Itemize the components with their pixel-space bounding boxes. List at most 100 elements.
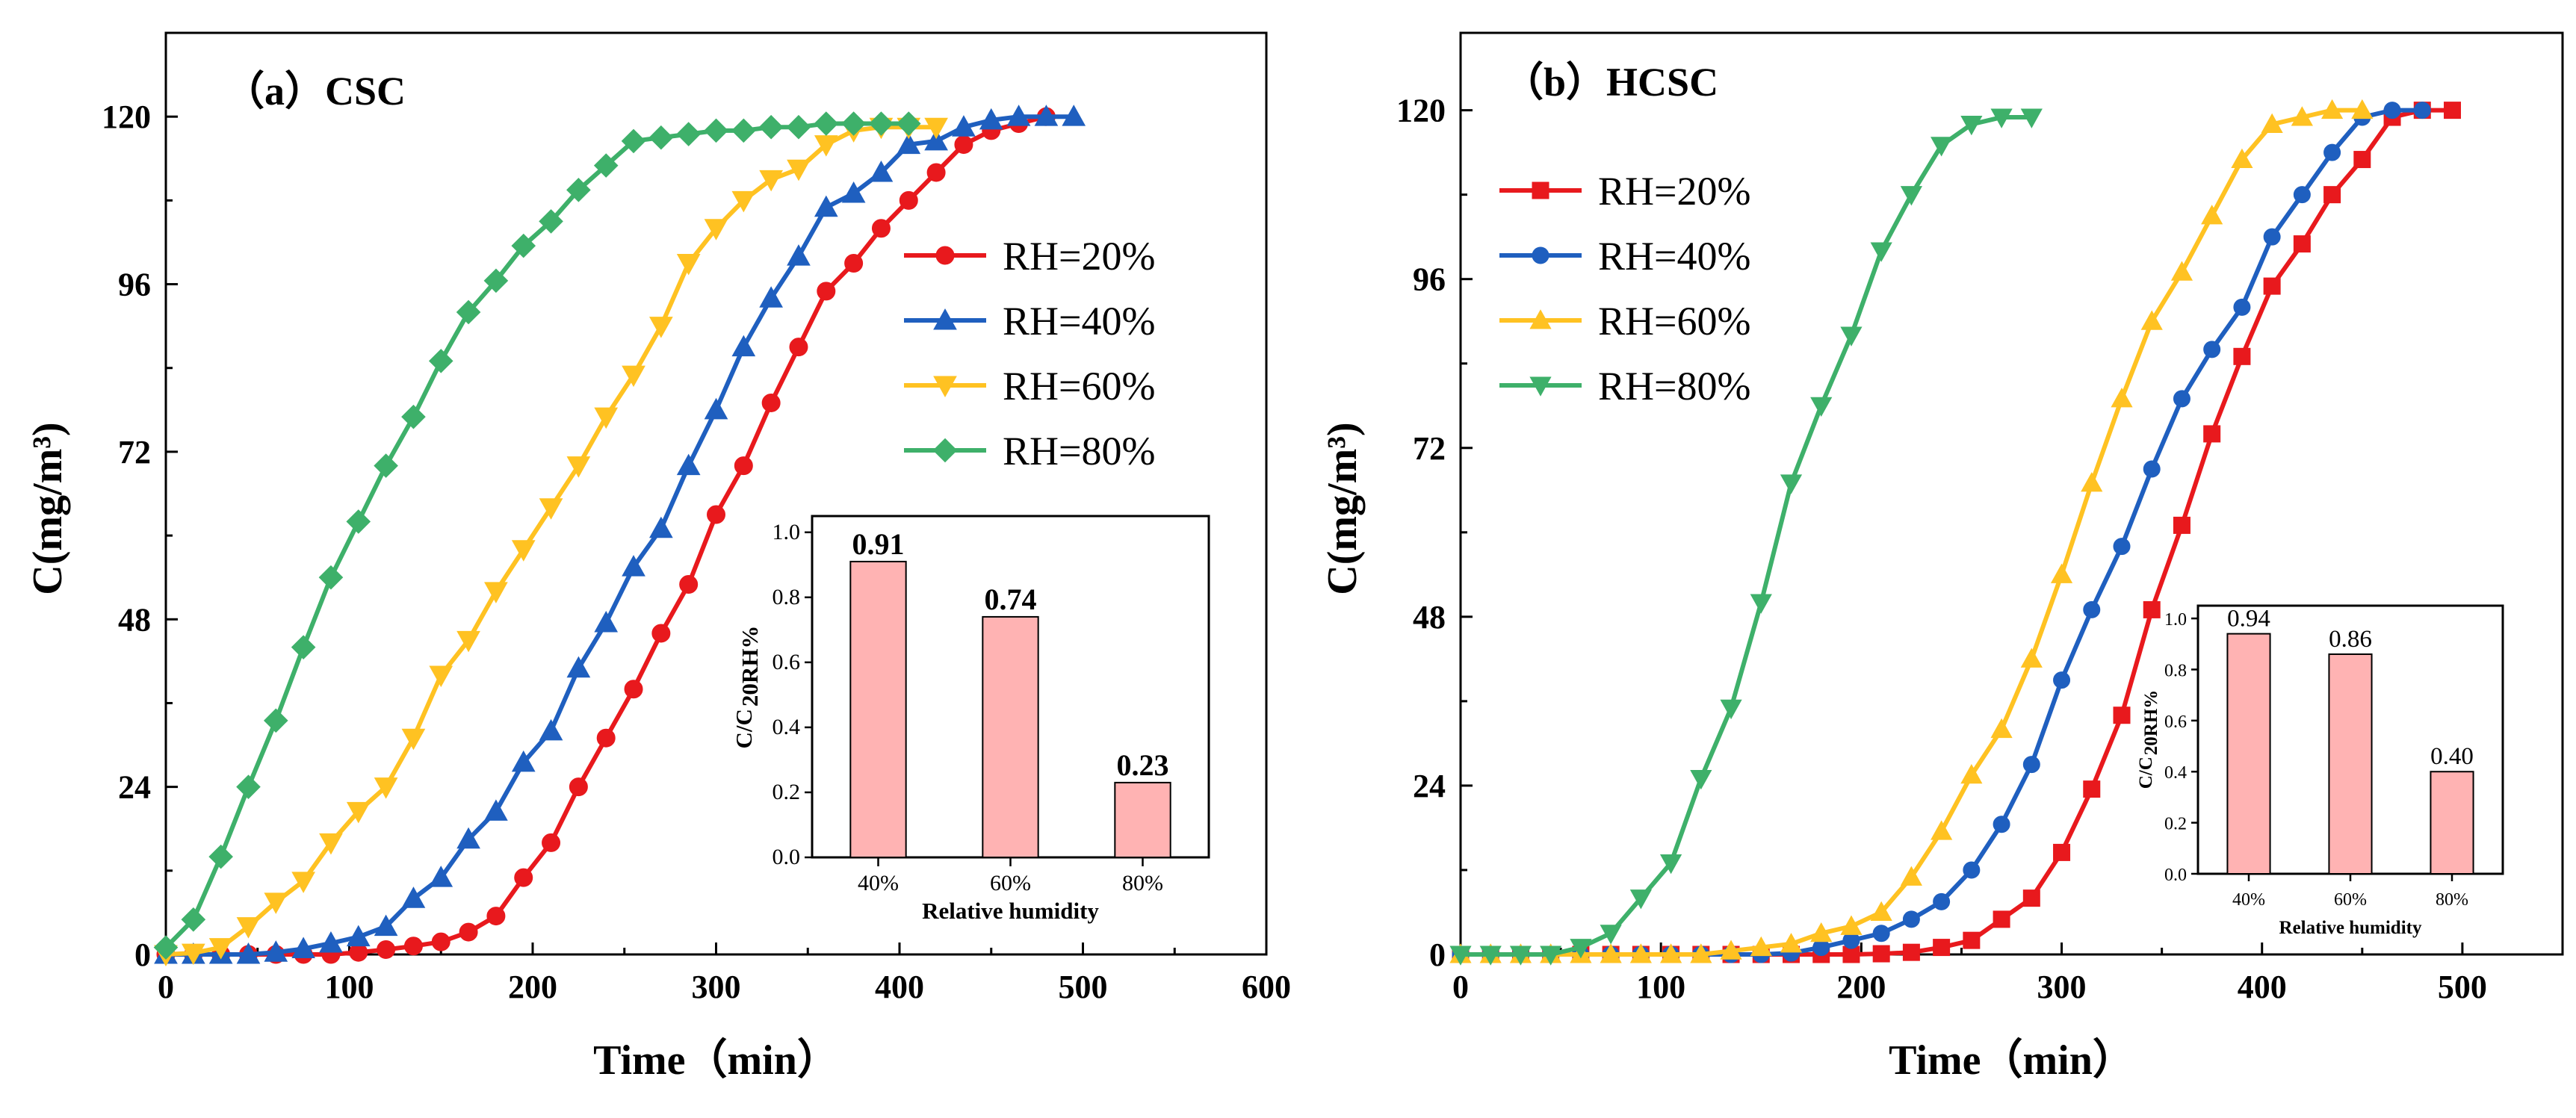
y-axis-title: C(mg/m³) (1319, 422, 1366, 594)
data-point (2263, 277, 2281, 295)
data-point (483, 268, 509, 294)
inset-bar-value-label: 0.91 (852, 527, 905, 561)
x-axis-title: Time（min） (1889, 1037, 2134, 1084)
legend-label: RH=60% (1598, 299, 1750, 344)
data-point (428, 349, 453, 373)
data-point (648, 125, 674, 150)
data-point (1870, 242, 1892, 262)
data-point (319, 931, 343, 953)
x-tick-label: 400 (2238, 969, 2287, 1005)
data-point (1872, 925, 1890, 942)
data-point (1629, 889, 1652, 910)
data-point (897, 132, 921, 155)
data-point (374, 453, 398, 478)
legend-item: RH=20% (1499, 169, 1750, 214)
data-point (2083, 780, 2101, 798)
legend-marker (1529, 309, 1552, 329)
data-point (761, 393, 781, 412)
data-point (621, 128, 646, 154)
inset-x-tick-label: 40% (858, 871, 899, 895)
inset-y-axis-title: C/C20RH% (731, 626, 763, 749)
legend-label: RH=40% (1003, 299, 1155, 344)
y-tick-label: 48 (118, 601, 151, 638)
data-point (814, 195, 838, 217)
x-tick-label: 300 (2037, 969, 2087, 1005)
x-tick-label: 400 (875, 969, 924, 1005)
data-point (208, 844, 233, 869)
data-point (377, 940, 396, 959)
data-point (2020, 108, 2043, 128)
inset-bar (2430, 771, 2474, 875)
inset-bar (849, 560, 907, 859)
data-point (759, 286, 783, 308)
legend-marker (1532, 246, 1549, 264)
data-point (346, 509, 371, 534)
data-point (1449, 945, 1472, 966)
inset-bar (982, 615, 1039, 859)
data-point (539, 498, 563, 520)
legend-item: RH=80% (1499, 364, 1750, 409)
legend-label: RH=20% (1598, 169, 1750, 214)
data-point (1062, 105, 1086, 126)
inset-y-tick-label: 0.4 (2164, 763, 2187, 783)
data-point (264, 892, 288, 914)
inset-y-tick-label: 0.6 (2164, 712, 2187, 732)
data-point (896, 111, 921, 136)
data-point (899, 190, 918, 210)
inset-y-tick-label: 0.2 (2164, 815, 2187, 834)
y-tick-label: 24 (118, 769, 151, 806)
data-point (596, 728, 616, 748)
y-tick-label: 96 (1413, 261, 1446, 298)
data-point (649, 516, 673, 538)
inset-bar-value-label: 0.40 (2430, 743, 2474, 770)
x-tick-label: 200 (1836, 969, 1886, 1005)
inset-bar (2226, 633, 2271, 875)
panel-a: 0 100 200 300 400 500 600 0 24 48 72 96 120 Time（min）… (25, 31, 1291, 1084)
data-point (2413, 102, 2431, 119)
data-point (2143, 460, 2161, 478)
data-point (264, 940, 288, 962)
data-point (676, 453, 701, 476)
y-axis-title: C(mg/m³) (25, 422, 71, 594)
x-tick-label: 500 (1059, 969, 1108, 1005)
data-point (707, 505, 725, 524)
data-point (1900, 186, 1923, 206)
x-tick-label: 600 (1242, 969, 1291, 1005)
inset-y-tick-label: 0.0 (773, 845, 801, 869)
data-point (566, 456, 591, 478)
data-point (2201, 205, 2223, 225)
y-tick-label: 0 (134, 937, 151, 973)
inset-x-tick-label: 60% (990, 871, 1031, 895)
data-point (924, 117, 948, 140)
data-point (1990, 718, 2013, 739)
inset-y-axis-title-sub: 20RH% (2141, 690, 2161, 756)
data-point (1810, 922, 1833, 942)
data-point (1720, 940, 1742, 960)
data-point (2050, 563, 2073, 583)
data-point (374, 777, 398, 799)
data-point (291, 635, 316, 659)
data-point (346, 801, 371, 824)
x-tick-label: 100 (325, 969, 374, 1005)
data-point (1931, 820, 1953, 840)
data-point (401, 728, 426, 751)
data-point (731, 118, 756, 143)
data-point (1993, 816, 2010, 833)
data-point (869, 160, 894, 182)
data-point (1750, 936, 1772, 957)
series-line (164, 121, 909, 949)
data-point (2170, 261, 2193, 281)
inset-x-tick-label: 40% (2232, 890, 2265, 910)
data-point (704, 219, 728, 240)
x-tick-label: 0 (158, 969, 174, 1005)
data-point (566, 656, 591, 678)
data-point (676, 122, 701, 146)
data-point (511, 233, 536, 258)
legend-marker (1529, 376, 1552, 397)
legend-marker (935, 246, 955, 265)
data-point (814, 111, 839, 136)
inset-y-tick-label: 1.0 (773, 520, 801, 544)
legend-label: RH=60% (1003, 364, 1155, 409)
data-point (429, 665, 453, 688)
